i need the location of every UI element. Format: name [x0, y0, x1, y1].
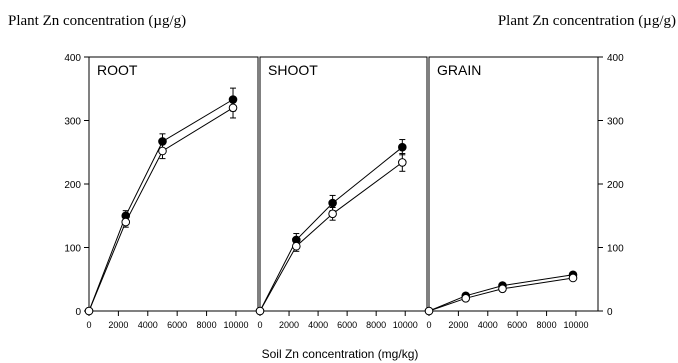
left-y-axis-label: Plant Zn concentration (µg/g)	[8, 13, 186, 29]
right-y-tick-label: 300	[607, 117, 624, 128]
right-y-axis-label: Plant Zn concentration (µg/g)	[498, 13, 676, 29]
left-y-tick-label: 300	[64, 117, 81, 128]
right-y-tick-label: 400	[607, 53, 624, 64]
x-axis-label: Soil Zn concentration (mg/kg)	[262, 347, 419, 361]
left-y-tick-label: 0	[75, 307, 81, 318]
left-y-tick-label: 400	[64, 53, 81, 64]
data-point-open	[568, 273, 578, 283]
data-point-open	[84, 306, 94, 316]
x-tick-label: 0	[257, 320, 262, 330]
panel-title: SHOOT	[268, 62, 318, 78]
x-tick-label: 2000	[279, 320, 299, 330]
data-point-open	[255, 306, 265, 316]
left-y-tick-label: 100	[64, 244, 81, 255]
series-line-filled	[428, 274, 574, 312]
panel-root: ROOT 0 2000 4000 6000 8000 10000	[84, 56, 259, 330]
series-line-open	[428, 277, 574, 312]
x-tick-label: 4000	[478, 320, 498, 330]
panel-shoot: SHOOT 0 2000 4000 6000 8000 10000	[255, 56, 428, 330]
data-point-open	[121, 217, 131, 227]
panel-frame	[259, 56, 428, 312]
left-y-tick-label: 200	[64, 180, 81, 191]
data-point-open	[461, 294, 471, 303]
data-point-open	[424, 306, 434, 316]
series-line-open	[259, 161, 403, 312]
x-tick-label: 8000	[197, 320, 217, 330]
right-y-tick-label: 0	[607, 307, 613, 318]
data-point-filled	[398, 142, 407, 152]
x-tick-label: 10000	[563, 320, 588, 330]
panel-title: ROOT	[97, 62, 138, 78]
data-point-filled	[328, 198, 337, 208]
panel-frame	[428, 56, 599, 312]
data-point-open	[398, 158, 407, 167]
panel-frame	[88, 56, 259, 312]
x-tick-label: 10000	[223, 320, 248, 330]
data-point-open	[158, 146, 167, 156]
x-tick-label: 8000	[537, 320, 557, 330]
series-line-filled	[88, 99, 234, 312]
x-tick-label: 4000	[308, 320, 328, 330]
x-tick-label: 10000	[393, 320, 418, 330]
data-point-open	[328, 209, 337, 219]
panel-grain: GRAIN 0 2000 4000 6000 8000 10000	[424, 56, 599, 330]
panel-title: GRAIN	[437, 62, 481, 78]
x-tick-label: 2000	[108, 320, 128, 330]
x-tick-label: 8000	[366, 320, 386, 330]
data-point-open	[228, 103, 238, 113]
series-line-filled	[259, 146, 403, 312]
x-tick-label: 2000	[448, 320, 468, 330]
series-line-open	[88, 107, 234, 312]
data-point-open	[292, 241, 301, 251]
data-point-open	[498, 284, 507, 294]
right-y-tick-label: 200	[607, 180, 624, 191]
x-tick-label: 6000	[337, 320, 357, 330]
x-tick-label: 6000	[507, 320, 527, 330]
x-tick-label: 0	[86, 320, 91, 330]
x-tick-label: 4000	[138, 320, 158, 330]
x-tick-label: 6000	[167, 320, 187, 330]
x-tick-label: 0	[426, 320, 431, 330]
right-y-tick-label: 100	[607, 244, 624, 255]
